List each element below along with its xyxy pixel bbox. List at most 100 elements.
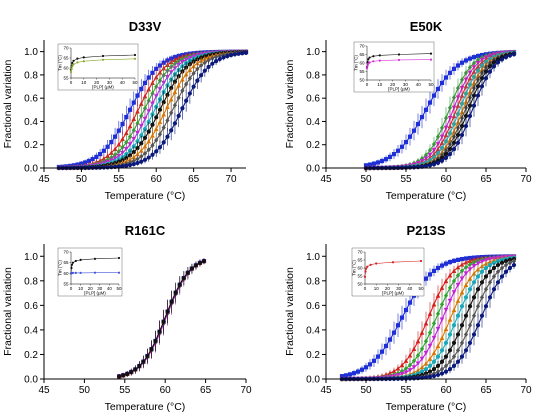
data-point bbox=[423, 107, 429, 112]
data-point bbox=[173, 290, 178, 295]
data-point bbox=[495, 60, 501, 65]
data-point bbox=[451, 147, 457, 152]
data-point bbox=[112, 134, 118, 139]
data-point bbox=[479, 269, 485, 274]
y-tick-label: 0.4 bbox=[24, 117, 38, 128]
inset-y-tick-label: 65 bbox=[63, 260, 69, 265]
series-line bbox=[119, 260, 206, 378]
inset-x-tick-label: 50 bbox=[428, 82, 434, 87]
data-point bbox=[379, 158, 385, 164]
data-point bbox=[475, 93, 481, 98]
data-point bbox=[499, 57, 505, 62]
data-point bbox=[431, 141, 437, 147]
data-point bbox=[391, 330, 397, 335]
data-point bbox=[495, 262, 501, 268]
data-point bbox=[187, 67, 193, 72]
data-point bbox=[150, 80, 155, 86]
data-point bbox=[435, 86, 441, 92]
inset-data-point bbox=[71, 271, 75, 275]
series-1 bbox=[116, 258, 207, 379]
inset-x-tick-label: 30 bbox=[97, 286, 103, 291]
data-point bbox=[387, 337, 393, 342]
data-point bbox=[423, 375, 429, 380]
data-point bbox=[165, 104, 170, 109]
data-point bbox=[455, 298, 461, 303]
inset-frame bbox=[351, 247, 425, 297]
data-point bbox=[443, 354, 449, 359]
data-point bbox=[491, 265, 497, 271]
data-point bbox=[439, 366, 445, 372]
data-point bbox=[431, 359, 437, 364]
inset-x-tick-label: 30 bbox=[396, 286, 402, 291]
data-point bbox=[169, 85, 174, 91]
data-point bbox=[127, 162, 133, 168]
data-point bbox=[427, 363, 433, 369]
data-point bbox=[94, 154, 99, 160]
data-point bbox=[455, 264, 461, 270]
data-point bbox=[471, 55, 477, 60]
data-point bbox=[383, 157, 389, 162]
data-point bbox=[185, 270, 190, 275]
data-point bbox=[161, 111, 167, 117]
x-tick-label: 50 bbox=[360, 174, 372, 185]
x-tick-label: 55 bbox=[113, 174, 125, 185]
data-point bbox=[124, 163, 129, 168]
data-point bbox=[407, 352, 413, 358]
y-tick-label: 0.4 bbox=[306, 117, 320, 128]
data-point bbox=[153, 74, 159, 80]
data-point bbox=[161, 125, 166, 131]
data-point bbox=[475, 323, 481, 328]
series-8 bbox=[339, 261, 517, 382]
data-point bbox=[415, 352, 421, 359]
y-tick-label: 0.8 bbox=[24, 276, 38, 287]
inset-data-point bbox=[79, 271, 82, 275]
data-point bbox=[447, 298, 453, 304]
data-point bbox=[116, 148, 121, 154]
data-point bbox=[463, 264, 469, 270]
data-point bbox=[415, 121, 421, 127]
data-point bbox=[127, 153, 133, 158]
data-point bbox=[483, 304, 489, 309]
data-point bbox=[427, 272, 433, 277]
data-point bbox=[443, 340, 449, 345]
data-point bbox=[487, 279, 493, 285]
data-point bbox=[363, 163, 369, 168]
inset-x-tick-label: 20 bbox=[94, 80, 100, 85]
inset-data-point bbox=[365, 267, 368, 270]
inset-data-point bbox=[72, 63, 75, 66]
inset-data-point bbox=[372, 55, 375, 58]
data-point bbox=[431, 350, 437, 356]
data-point bbox=[375, 160, 381, 165]
inset-data-point bbox=[101, 54, 105, 58]
data-point bbox=[146, 155, 151, 160]
data-point bbox=[135, 108, 140, 114]
data-point bbox=[198, 58, 204, 63]
inset-x-tick-label: 10 bbox=[374, 286, 380, 291]
data-point bbox=[165, 117, 170, 124]
x-axis-label: Temperature (°C) bbox=[386, 401, 467, 413]
data-point bbox=[201, 258, 207, 264]
inset-y-tick-label: 65 bbox=[63, 56, 69, 61]
x-tick-label: 45 bbox=[320, 385, 332, 396]
panel-e50k: E50K 45 50 55 60 65 70 0.0 0.2 0.4 0.6 0.8 1.0 Temper… bbox=[284, 19, 532, 202]
inset-y-tick-label: 55 bbox=[357, 274, 363, 279]
inset-data-point bbox=[419, 259, 423, 263]
inset-x-tick-label: 30 bbox=[403, 82, 409, 87]
data-point bbox=[475, 53, 481, 59]
data-point bbox=[343, 373, 349, 378]
data-point bbox=[339, 374, 345, 379]
data-point bbox=[124, 114, 129, 120]
y-axis-label: Fractional variation bbox=[284, 267, 296, 356]
data-point bbox=[135, 156, 140, 162]
data-point bbox=[138, 101, 144, 106]
x-tick-label: 55 bbox=[400, 174, 412, 185]
x-tick-label: 70 bbox=[520, 385, 532, 396]
data-point bbox=[187, 75, 192, 81]
data-point bbox=[443, 307, 449, 313]
data-point bbox=[176, 82, 181, 88]
data-point bbox=[109, 150, 114, 155]
data-point bbox=[347, 372, 353, 377]
x-axis-label: Temperature (°C) bbox=[105, 190, 186, 202]
data-point bbox=[197, 260, 203, 265]
data-point bbox=[431, 335, 437, 341]
